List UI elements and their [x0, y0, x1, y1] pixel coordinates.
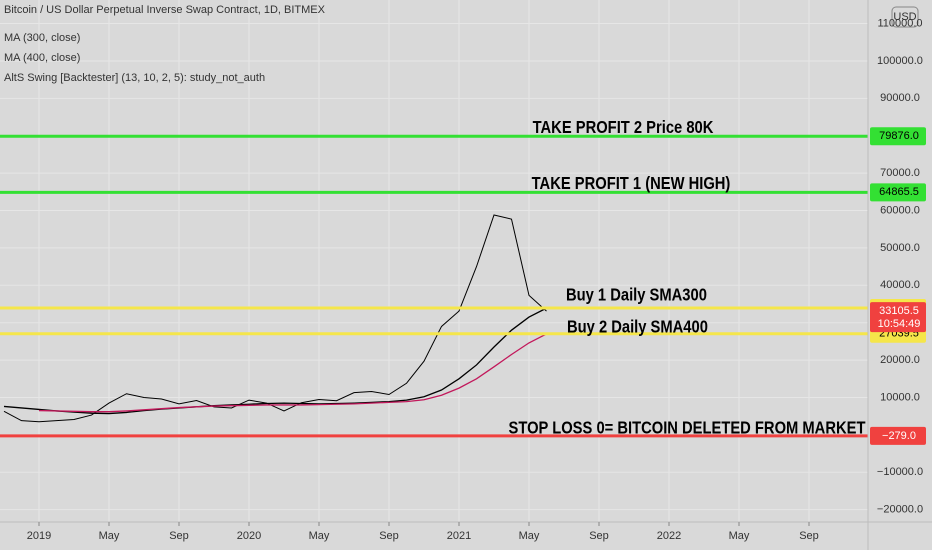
level-label-box [870, 426, 926, 445]
y-tick-label: −20000.0 [877, 504, 923, 516]
y-tick-label: 90000.0 [880, 92, 920, 104]
y-tick-label: 10000.0 [880, 391, 920, 403]
indicator: MA (400, close) [4, 52, 80, 64]
y-tick-label: 20000.0 [880, 354, 920, 366]
level-label-box [870, 183, 926, 202]
x-tick-label: May [99, 530, 120, 542]
level-annotation: Buy 2 Daily SMA400 [567, 317, 708, 337]
x-tick-label: Sep [169, 530, 189, 542]
y-tick-label: −10000.0 [877, 466, 923, 478]
y-tick-label: 50000.0 [880, 242, 920, 254]
y-tick-label: 70000.0 [880, 167, 920, 179]
currency[interactable]: USD [893, 11, 916, 23]
x-tick-label: May [729, 530, 750, 542]
series-line [38, 333, 547, 413]
x-tick-label: 2022 [657, 530, 681, 542]
last-price: 33105.5 [879, 305, 919, 317]
level-label: 79876.0 [879, 130, 919, 142]
x-tick-label: Sep [379, 530, 399, 542]
level-annotation: STOP LOSS 0= BITCOIN DELETED FROM MARKET [509, 418, 866, 438]
y-tick-label: 40000.0 [880, 279, 920, 291]
x-tick-label: Sep [799, 530, 819, 542]
series-line [3, 307, 547, 415]
y-tick-label: 100000.0 [877, 55, 923, 67]
countdown: 10:54:49 [878, 318, 921, 330]
indicator: MA (300, close) [4, 32, 80, 44]
indicator: AltS Swing [Backtester] (13, 10, 2, 5): … [4, 72, 265, 84]
level-annotation: TAKE PROFIT 2 Price 80K [533, 118, 714, 138]
x-tick-label: May [309, 530, 330, 542]
currency-box[interactable] [891, 6, 919, 28]
x-tick-label: 2021 [447, 530, 471, 542]
last-price-box [870, 302, 926, 333]
x-tick-label: May [519, 530, 540, 542]
level-label: −279.0 [882, 430, 916, 442]
y-tick-label: 60000.0 [880, 204, 920, 216]
chart-title: Bitcoin / US Dollar Perpetual Inverse Sw… [4, 4, 326, 16]
y-tick-label: 110000.0 [877, 17, 922, 29]
x-tick-label: 2019 [27, 530, 51, 542]
level-annotation: TAKE PROFIT 1 (NEW HIGH) [532, 174, 731, 194]
plot [0, 134, 868, 438]
level-label: 64865.5 [879, 186, 919, 198]
x-tick-label: 2020 [237, 530, 261, 542]
level-label-box [870, 127, 926, 146]
x-tick-label: Sep [589, 530, 609, 542]
level-annotation: Buy 1 Daily SMA300 [566, 285, 707, 305]
